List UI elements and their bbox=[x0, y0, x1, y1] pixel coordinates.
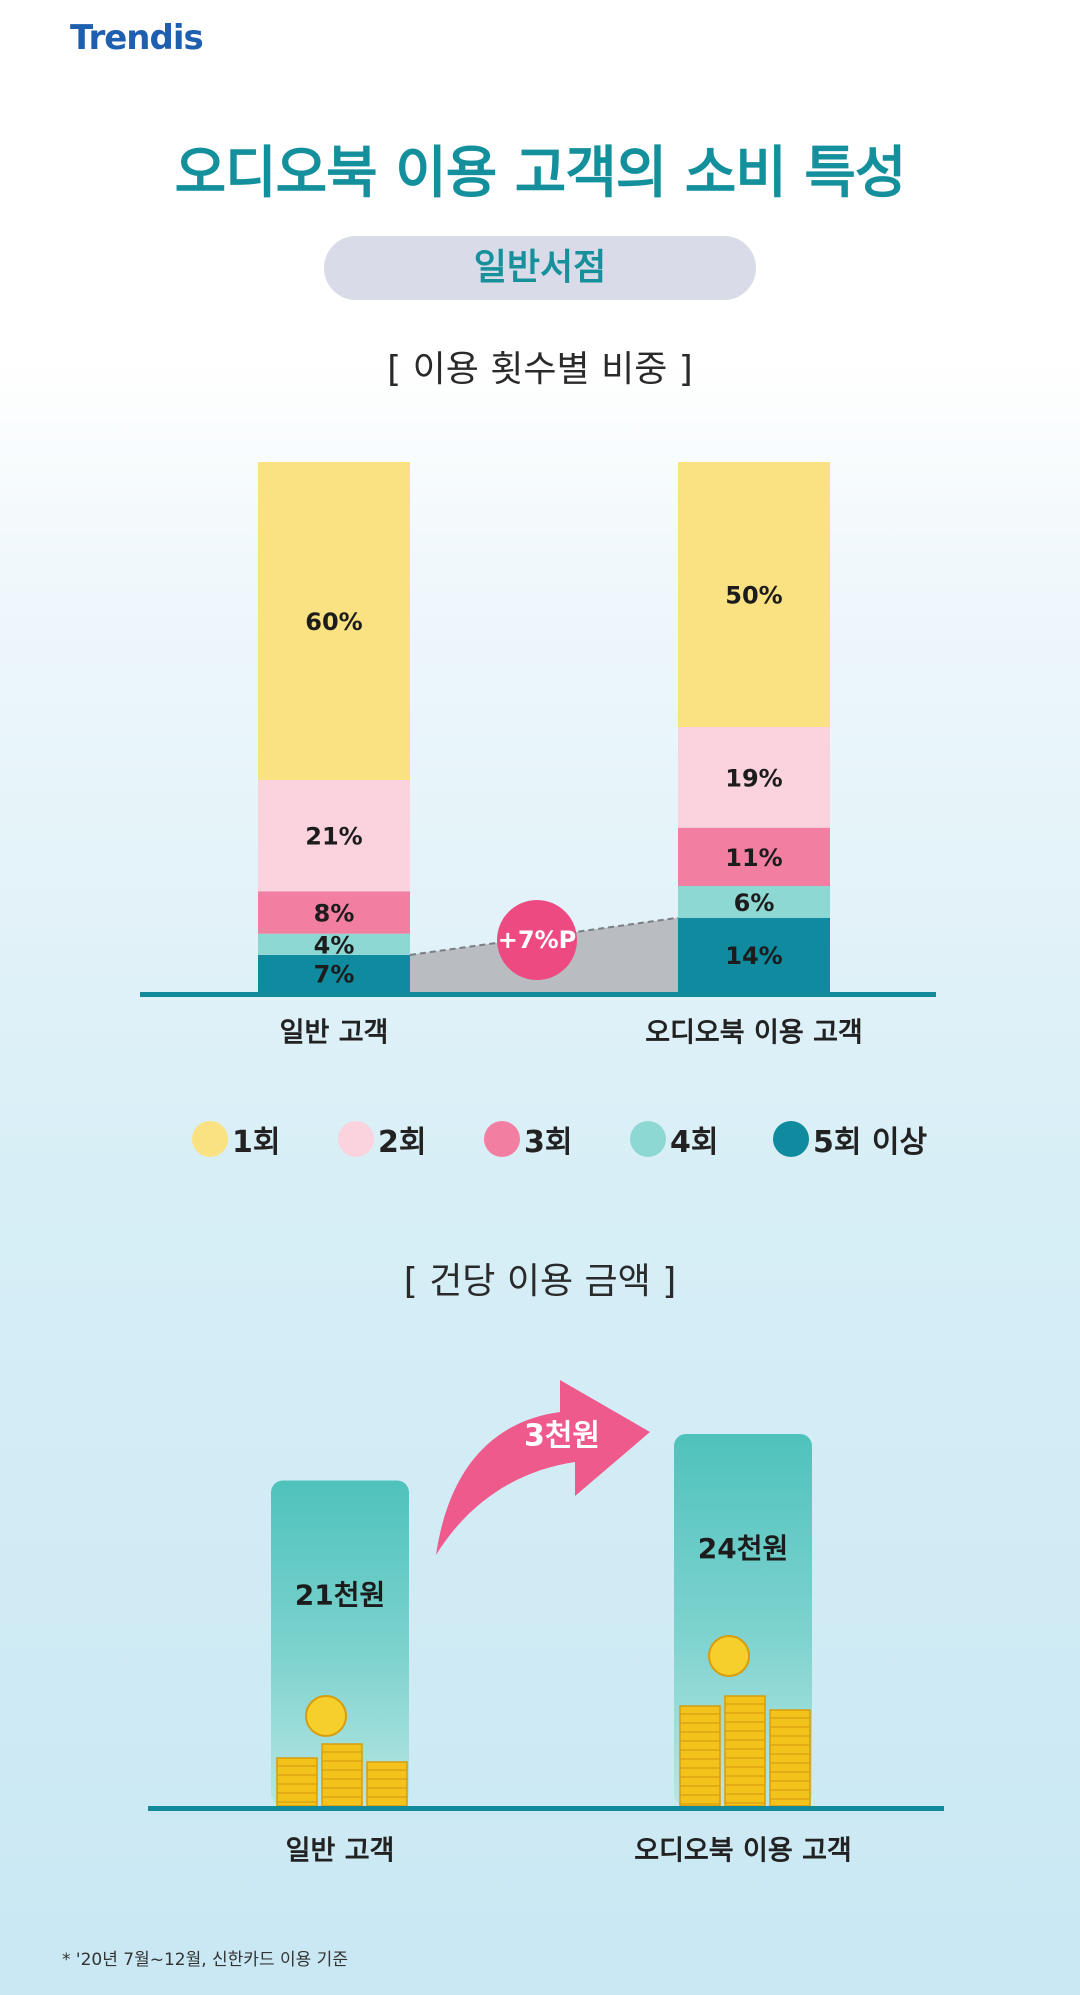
bar-segment bbox=[678, 462, 830, 727]
legend-label: 4회 bbox=[670, 1125, 719, 1160]
legend-item: 1회 bbox=[192, 1114, 280, 1164]
category-label: 오디오북 이용 고객 bbox=[634, 1836, 852, 1867]
coin-stack bbox=[276, 1757, 318, 1807]
section-title-frequency: [ 이용 횟수별 비중 ] bbox=[387, 349, 693, 390]
legend-label: 5회 이상 bbox=[813, 1125, 928, 1160]
bar-segment bbox=[258, 891, 410, 934]
chart1-baseline bbox=[140, 992, 936, 997]
legend-swatch bbox=[192, 1121, 228, 1157]
amount-bar bbox=[271, 1480, 409, 1806]
legend-label: 1회 bbox=[232, 1125, 281, 1160]
coin-stack bbox=[679, 1705, 721, 1807]
legend-label: 2회 bbox=[378, 1125, 427, 1160]
data-label: 21% bbox=[305, 823, 362, 851]
coin-icon bbox=[305, 1695, 347, 1737]
page-title: 오디오북 이용 고객의 소비 특성 bbox=[174, 141, 907, 206]
chart-legend: 1회 2회 3회 4회 5회 이상 bbox=[0, 1114, 1080, 1164]
data-label: 50% bbox=[725, 582, 782, 610]
legend-item: 3회 bbox=[484, 1114, 572, 1164]
section-title-amount: [ 건당 이용 금액 ] bbox=[403, 1261, 677, 1302]
data-label: 19% bbox=[725, 764, 782, 792]
coin-stack bbox=[321, 1743, 363, 1807]
legend-item: 4회 bbox=[630, 1114, 718, 1164]
data-label: 4% bbox=[314, 931, 355, 959]
legend-swatch bbox=[773, 1121, 809, 1157]
bar-segment bbox=[258, 954, 410, 992]
legend-swatch bbox=[630, 1121, 666, 1157]
category-label: 오디오북 이용 고객 bbox=[645, 1018, 863, 1049]
data-label: 11% bbox=[725, 844, 782, 872]
category-pill: 일반서점 bbox=[324, 236, 756, 300]
data-label: 7% bbox=[314, 960, 355, 988]
coin-icon bbox=[708, 1635, 750, 1677]
bar-segment bbox=[678, 827, 830, 886]
bar-segment bbox=[678, 917, 830, 992]
data-label: 60% bbox=[305, 608, 362, 636]
bar-segment bbox=[678, 886, 830, 918]
category-label: 일반 고객 bbox=[280, 1018, 389, 1049]
difference-badge-label: +7%P bbox=[498, 926, 576, 954]
chart2-baseline bbox=[148, 1806, 944, 1811]
data-label: 6% bbox=[734, 889, 775, 917]
bar-segment bbox=[258, 462, 410, 780]
amount-label: 21천원 bbox=[295, 1579, 386, 1612]
bar-segment bbox=[678, 727, 830, 828]
footnote: * '20년 7월~12월, 신한카드 이용 기준 bbox=[62, 1950, 348, 1970]
increase-arrow-label: 3천원 bbox=[524, 1419, 600, 1454]
legend-swatch bbox=[338, 1121, 374, 1157]
legend-label: 3회 bbox=[524, 1125, 573, 1160]
trendis-logo: Trendis bbox=[70, 18, 204, 58]
coin-stack bbox=[366, 1761, 408, 1807]
data-label: 14% bbox=[725, 942, 782, 970]
difference-badge bbox=[497, 900, 577, 980]
legend-item: 2회 bbox=[338, 1114, 426, 1164]
legend-swatch bbox=[484, 1121, 520, 1157]
legend-item: 5회 이상 bbox=[773, 1114, 927, 1164]
increase-arrow bbox=[436, 1380, 650, 1555]
coin-stack bbox=[724, 1695, 766, 1807]
data-label: 8% bbox=[314, 900, 355, 928]
amount-label: 24천원 bbox=[698, 1532, 789, 1565]
coin-stack bbox=[769, 1709, 811, 1807]
bar-segment bbox=[258, 780, 410, 892]
bar-segment bbox=[258, 933, 410, 955]
category-label: 일반 고객 bbox=[286, 1836, 395, 1867]
